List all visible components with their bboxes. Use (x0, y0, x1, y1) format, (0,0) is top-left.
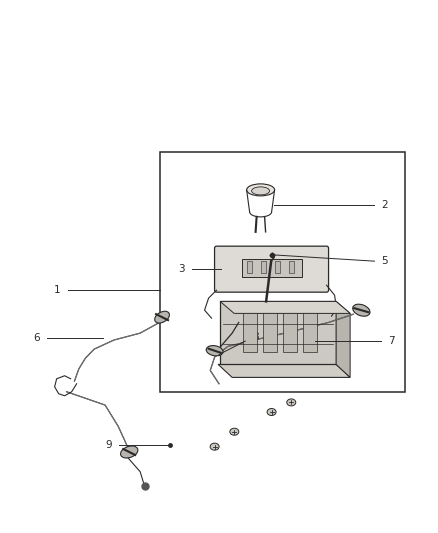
Ellipse shape (210, 443, 219, 450)
Text: 3: 3 (178, 264, 185, 274)
Text: 8: 8 (252, 332, 258, 342)
Polygon shape (220, 301, 350, 313)
Bar (263, 308, 277, 352)
Bar (289, 261, 293, 273)
Ellipse shape (251, 187, 270, 195)
Polygon shape (218, 365, 350, 377)
Ellipse shape (287, 399, 296, 406)
Text: 6: 6 (34, 334, 40, 343)
Ellipse shape (267, 408, 276, 416)
Text: 1: 1 (54, 286, 60, 295)
Bar (220, 301, 336, 365)
Text: 5: 5 (381, 256, 388, 266)
Ellipse shape (230, 428, 239, 435)
Ellipse shape (353, 304, 370, 316)
Ellipse shape (247, 184, 275, 196)
Bar (283, 308, 297, 352)
Bar (160, 152, 405, 392)
Bar (303, 308, 317, 352)
Ellipse shape (120, 446, 138, 458)
Text: 7: 7 (388, 336, 394, 346)
Bar (242, 259, 301, 277)
Text: 9: 9 (105, 440, 112, 450)
Bar (247, 261, 251, 273)
FancyBboxPatch shape (215, 246, 328, 292)
Polygon shape (336, 301, 350, 377)
Bar (275, 261, 279, 273)
Bar (243, 308, 257, 352)
Ellipse shape (155, 311, 170, 323)
Bar (261, 261, 265, 273)
Ellipse shape (206, 345, 223, 356)
Text: 2: 2 (381, 200, 388, 210)
